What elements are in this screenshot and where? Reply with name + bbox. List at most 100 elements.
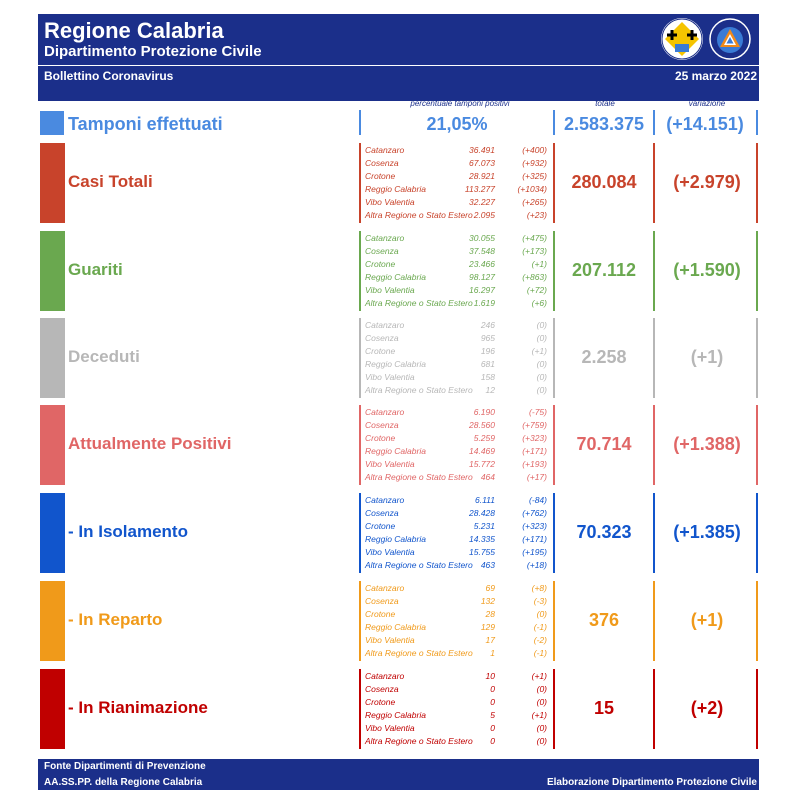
province-value: 0 [490,723,495,733]
province-delta: (+193) [522,459,547,469]
province-value: 10 [485,671,495,681]
province-row: Reggio Calabria 14.469 (+171) [365,445,555,458]
header-divider [38,65,759,66]
province-name: Cosenza [365,508,399,518]
province-delta: (+475) [522,233,547,243]
province-value: 28.560 [469,420,495,430]
footer-credit: Elaborazione Dipartimento Protezione Civ… [546,777,757,788]
province-row: Cosenza 28.428 (+762) [365,507,555,520]
province-value: 15.755 [469,547,495,557]
province-delta: (0) [536,320,547,330]
province-row: Vibo Valentia 17 (-2) [365,634,555,647]
province-value: 196 [480,346,495,356]
province-delta: (+265) [522,197,547,207]
province-row: Altra Regione o Stato Estero 1 (-1) [365,647,555,660]
province-value: 32.227 [469,197,495,207]
province-row: Cosenza 67.073 (+932) [365,157,555,170]
province-row: Crotone 196 (+1) [365,345,555,358]
province-value: 17 [485,635,495,645]
province-delta: (+171) [522,446,547,456]
province-value: 965 [480,333,495,343]
province-value: 1.619 [473,298,495,308]
province-value: 69 [485,583,495,593]
section-divider-mid [553,143,555,223]
province-delta: (+173) [522,246,547,256]
section-divider-end [756,405,758,485]
province-name: Catanzaro [365,407,405,417]
province-name: Vibo Valentia [365,197,415,207]
variation-column-label: variazione [688,99,726,108]
province-row: Altra Regione o Stato Estero 0 (0) [365,735,555,748]
province-delta: (0) [536,684,547,694]
province-breakdown: Catanzaro 246 (0) Cosenza 965 (0) Crotone 196 (+… [365,319,555,397]
section-title: Casi Totali [68,172,153,191]
province-delta: (-84) [529,495,547,505]
province-value: 28 [485,609,495,619]
header-banner [38,14,759,101]
province-row: Catanzaro 6.190 (-75) [365,406,555,419]
province-name: Reggio Calabria [365,184,426,194]
province-row: Catanzaro 6.111 (-84) [365,494,555,507]
section-variation: (+2) [690,698,724,718]
province-value: 98.127 [469,272,495,282]
section-divider-right [653,581,655,661]
province-row: Vibo Valentia 15.755 (+195) [365,546,555,559]
province-row: Catanzaro 69 (+8) [365,582,555,595]
province-delta: (-1) [533,622,547,632]
province-name: Catanzaro [365,495,405,505]
province-delta: (+325) [522,171,547,181]
province-delta: (-3) [533,596,547,606]
province-row: Reggio Calabria 681 (0) [365,358,555,371]
province-name: Vibo Valentia [365,723,415,733]
province-breakdown: Catanzaro 30.055 (+475) Cosenza 37.548 (+173)… [365,232,555,310]
section-divider-left [359,143,361,223]
province-name: Crotone [365,697,396,707]
province-delta: (-2) [533,635,547,645]
province-row: Reggio Calabria 98.127 (+863) [365,271,555,284]
section-title: - In Isolamento [68,522,188,541]
province-breakdown: Catanzaro 10 (+1) Cosenza 0 (0) Crotone 0 (0) Reg… [365,670,555,748]
province-value: 0 [490,697,495,707]
province-value: 246 [480,320,495,330]
province-name: Catanzaro [365,583,405,593]
province-value: 5.259 [473,433,495,443]
section-color-bar [40,143,65,223]
province-delta: (+323) [522,521,547,531]
section-title: Attualmente Positivi [68,434,232,453]
province-value: 28.921 [469,171,495,181]
province-row: Reggio Calabria 14.335 (+171) [365,533,555,546]
province-row: Cosenza 965 (0) [365,332,555,345]
section-divider-right [653,405,655,485]
province-delta: (+1) [531,671,547,681]
province-delta: (0) [536,333,547,343]
province-name: Reggio Calabria [365,359,426,369]
province-name: Reggio Calabria [365,446,426,456]
province-name: Crotone [365,171,396,181]
section-divider-mid [553,493,555,573]
section-divider-left [359,231,361,311]
tamponi-color-marker [40,111,64,135]
tamponi-percent: 21,05% [426,114,488,134]
province-value: 30.055 [469,233,495,243]
province-name: Crotone [365,259,396,269]
province-name: Vibo Valentia [365,285,415,295]
province-row: Crotone 28.921 (+325) [365,170,555,183]
tamponi-divider-end [756,110,758,135]
province-row: Vibo Valentia 32.227 (+265) [365,196,555,209]
province-value: 15.772 [469,459,495,469]
province-delta: (0) [536,697,547,707]
section-variation: (+1) [690,610,724,630]
province-row: Reggio Calabria 5 (+1) [365,709,555,722]
province-row: Crotone 5.259 (+323) [365,432,555,445]
section-total: 2.258 [581,347,627,367]
province-value: 14.469 [469,446,495,456]
province-row: Vibo Valentia 158 (0) [365,371,555,384]
province-delta: (+759) [522,420,547,430]
section-divider-right [653,143,655,223]
province-delta: (+23) [526,210,547,220]
province-name: Altra Regione o Stato Estero [365,736,473,746]
province-name: Altra Regione o Stato Estero [365,560,473,570]
province-row: Vibo Valentia 16.297 (+72) [365,284,555,297]
province-name: Reggio Calabria [365,622,426,632]
province-row: Catanzaro 36.491 (+400) [365,144,555,157]
